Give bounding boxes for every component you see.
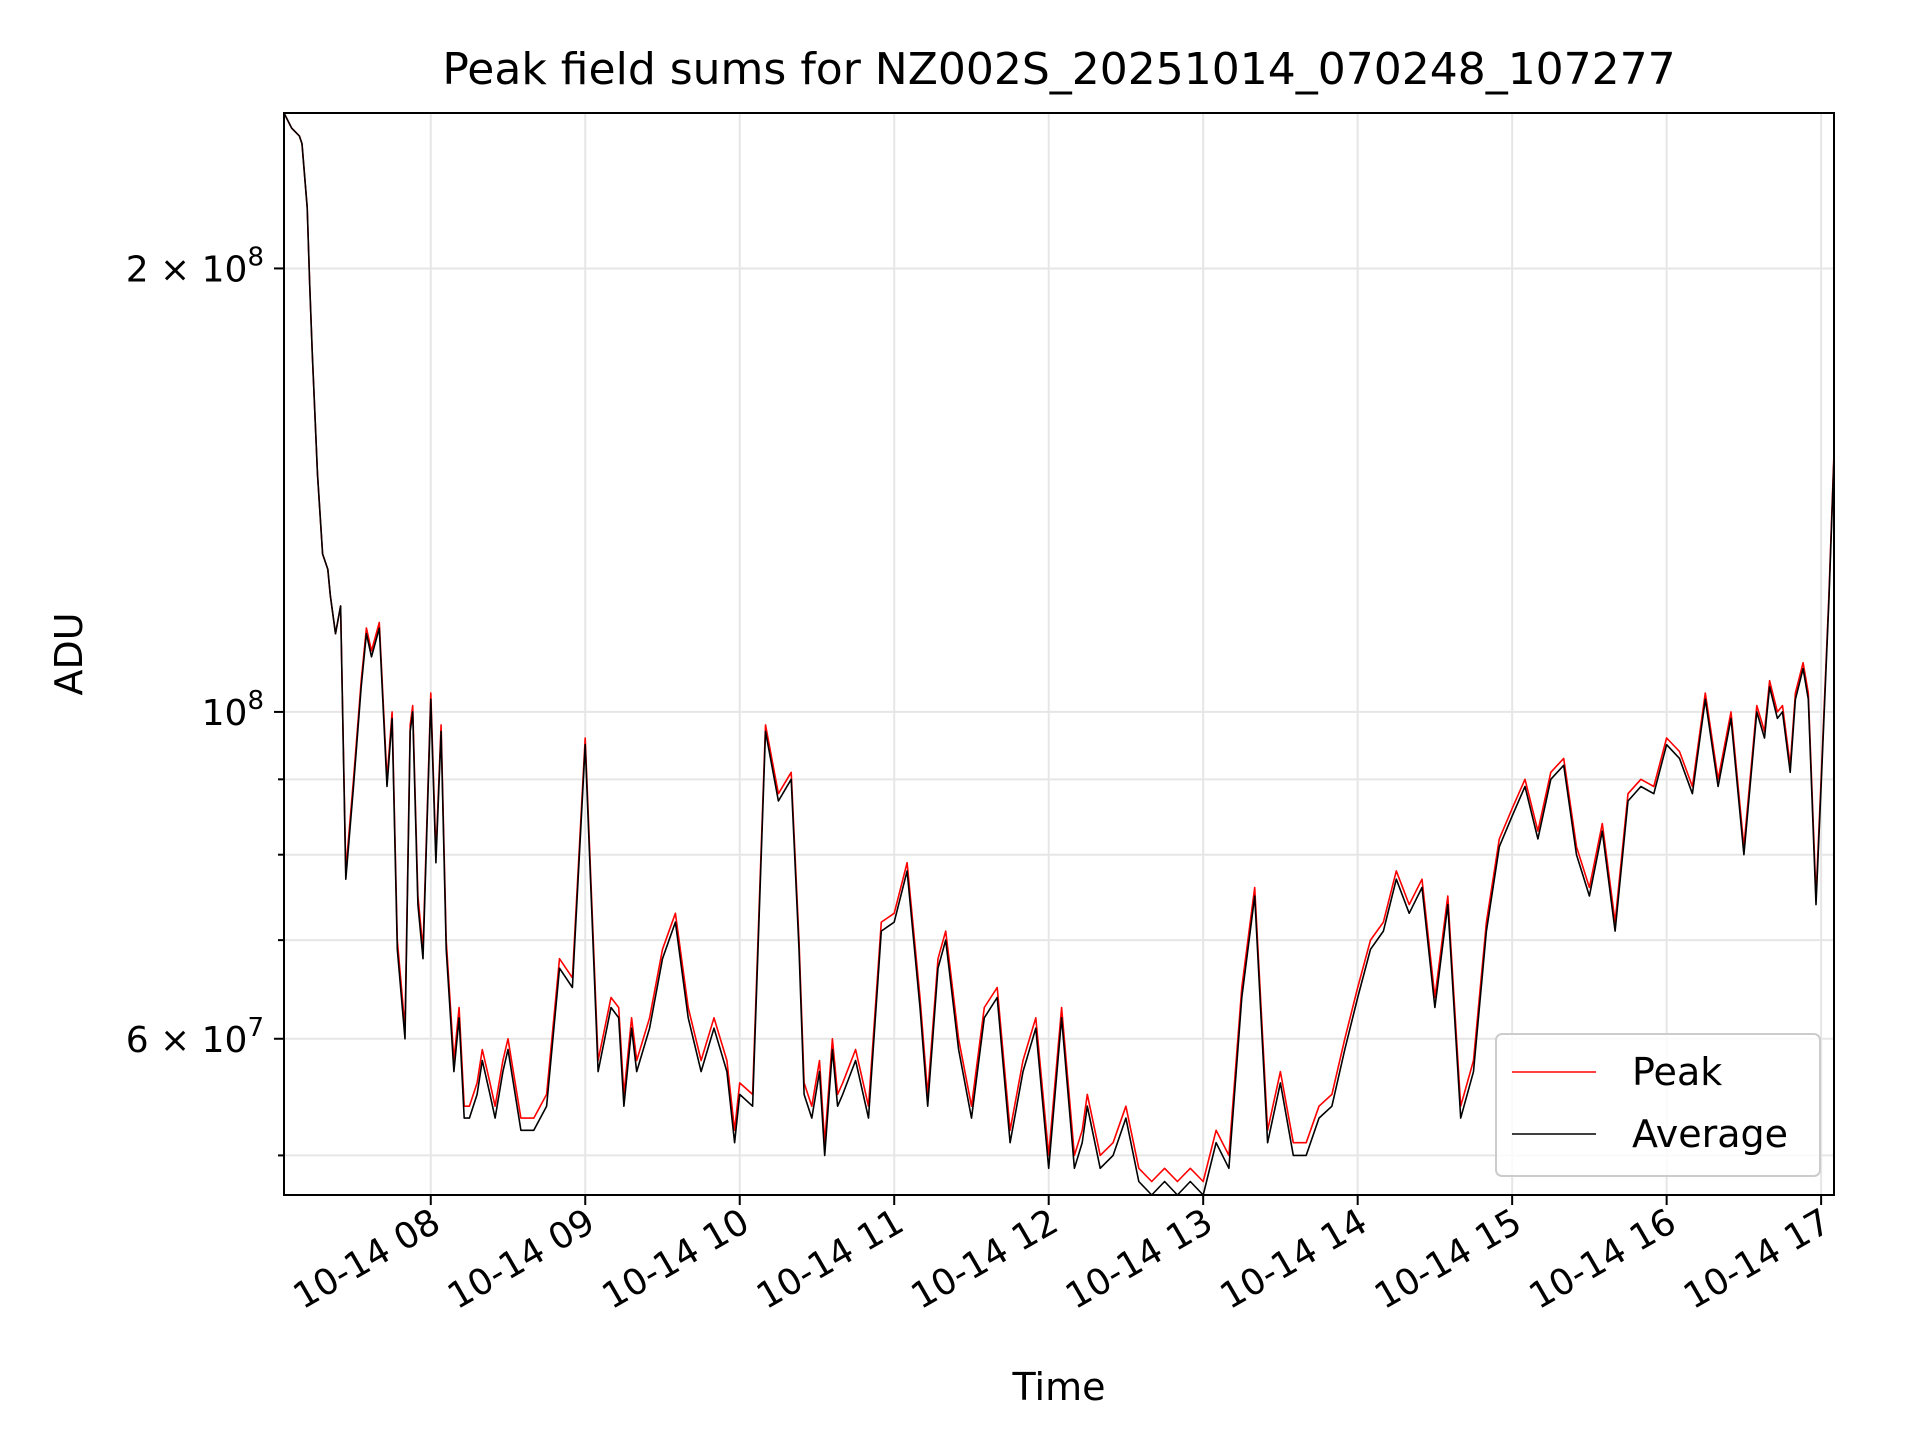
series-line-average <box>283 112 1835 1196</box>
legend-average-label: Average <box>1632 1112 1788 1156</box>
series-lines <box>283 112 1835 1196</box>
y-axis-label: ADU <box>47 612 91 695</box>
legend: Peak Average <box>1495 1033 1821 1177</box>
chart-title: Peak field sums for NZ002S_20251014_0702… <box>442 44 1675 95</box>
plot-frame <box>283 112 1835 1196</box>
grid <box>284 113 1834 1195</box>
y-tick-label: 108 <box>202 686 264 734</box>
y-tick-label: 6 × 107 <box>126 1013 264 1061</box>
x-axis-label: Time <box>1012 1365 1106 1409</box>
legend-box <box>1495 1033 1821 1177</box>
y-tick-label: 2 × 108 <box>126 242 264 290</box>
legend-peak-label: Peak <box>1632 1050 1722 1094</box>
